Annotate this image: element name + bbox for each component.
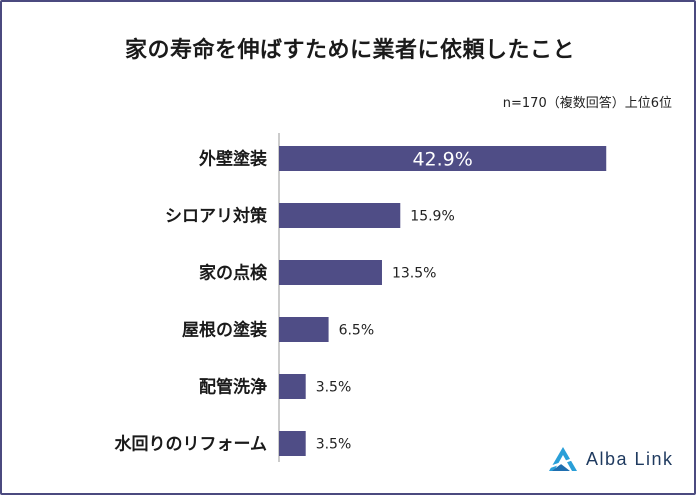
category-label: 屋根の塗装 [182, 320, 267, 341]
value-label: 13.5% [392, 266, 436, 282]
category-label: シロアリ対策 [165, 206, 268, 227]
bar [279, 203, 401, 228]
value-label: 42.9% [412, 149, 472, 171]
alba-link-logo: Alba Link [548, 446, 674, 472]
chart-title: 家の寿命を伸ばすために業者に依頼したこと [124, 38, 575, 63]
category-label: 水回りのリフォーム [115, 434, 268, 455]
bar [279, 317, 329, 342]
alba-link-logo-icon [549, 447, 577, 471]
bar [279, 146, 607, 171]
value-label: 3.5% [316, 437, 352, 453]
logo-text: Alba Link [586, 448, 674, 469]
bar [279, 260, 382, 285]
value-label: 3.5% [316, 380, 352, 396]
value-label: 15.9% [410, 209, 454, 225]
sample-note: n=170（複数回答）上位6位 [502, 96, 672, 111]
category-label: 家の点検 [199, 263, 268, 284]
value-label: 6.5% [339, 323, 375, 339]
bar [279, 431, 306, 456]
category-label: 配管洗浄 [199, 377, 267, 398]
category-label: 外壁塗装 [199, 149, 267, 170]
bar [279, 374, 306, 399]
